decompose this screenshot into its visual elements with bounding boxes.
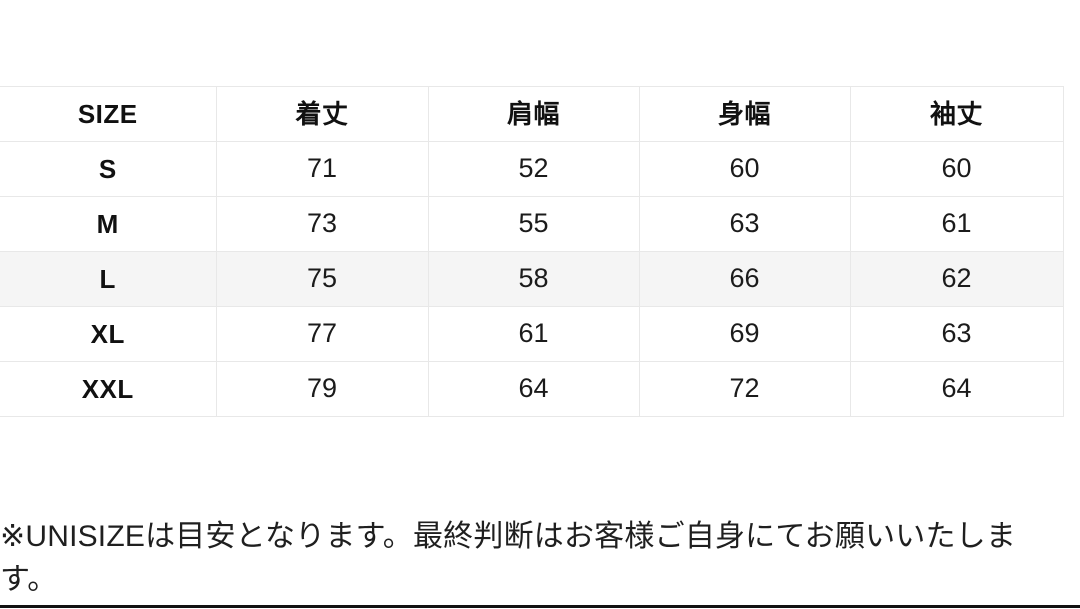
cell-sodetake: 62 [849,251,1064,307]
table-row-highlighted: L 75 58 66 62 [0,251,1064,307]
table-row: XL 77 61 69 63 [0,306,1064,362]
cell-size: M [0,196,217,252]
column-header-mihaba: 身幅 [638,86,851,142]
cell-katahaba: 52 [427,141,640,197]
cell-mihaba: 66 [638,251,851,307]
cell-katahaba: 61 [427,306,640,362]
cell-katahaba: 58 [427,251,640,307]
cell-size: S [0,141,217,197]
size-chart-table: SIZE 着丈 肩幅 身幅 袖丈 S 71 52 60 60 M 73 [0,86,1064,417]
cell-mihaba: 72 [638,361,851,417]
column-header-katahaba: 肩幅 [427,86,640,142]
cell-size: XXL [0,361,217,417]
column-header-size: SIZE [0,86,217,142]
table-row: XXL 79 64 72 64 [0,361,1064,417]
cell-mihaba: 69 [638,306,851,362]
cell-mihaba: 63 [638,196,851,252]
cell-kitake: 73 [215,196,429,252]
table-row: M 73 55 63 61 [0,196,1064,252]
cell-katahaba: 64 [427,361,640,417]
size-note-text: ※UNISIZEは目安となります。最終判断はお客様ご自身にてお願いいたします。 [0,520,1017,596]
cell-size: XL [0,306,217,362]
cell-sodetake: 61 [849,196,1064,252]
cell-mihaba: 60 [638,141,851,197]
cell-size: L [0,251,217,307]
cell-sodetake: 60 [849,141,1064,197]
cell-kitake: 77 [215,306,429,362]
table-row: S 71 52 60 60 [0,141,1064,197]
cell-katahaba: 55 [427,196,640,252]
cell-sodetake: 63 [849,306,1064,362]
cell-kitake: 71 [215,141,429,197]
table-header: SIZE 着丈 肩幅 身幅 袖丈 [0,86,1064,142]
table-header-row: SIZE 着丈 肩幅 身幅 袖丈 [0,86,1064,142]
bottom-divider [0,605,1080,608]
table-body: S 71 52 60 60 M 73 55 63 61 L 75 58 [0,141,1064,417]
cell-kitake: 79 [215,361,429,417]
size-chart-table-wrapper: SIZE 着丈 肩幅 身幅 袖丈 S 71 52 60 60 M 73 [0,86,1064,417]
column-header-sodetake: 袖丈 [849,86,1064,142]
cell-sodetake: 64 [849,361,1064,417]
cell-kitake: 75 [215,251,429,307]
column-header-kitake: 着丈 [215,86,429,142]
